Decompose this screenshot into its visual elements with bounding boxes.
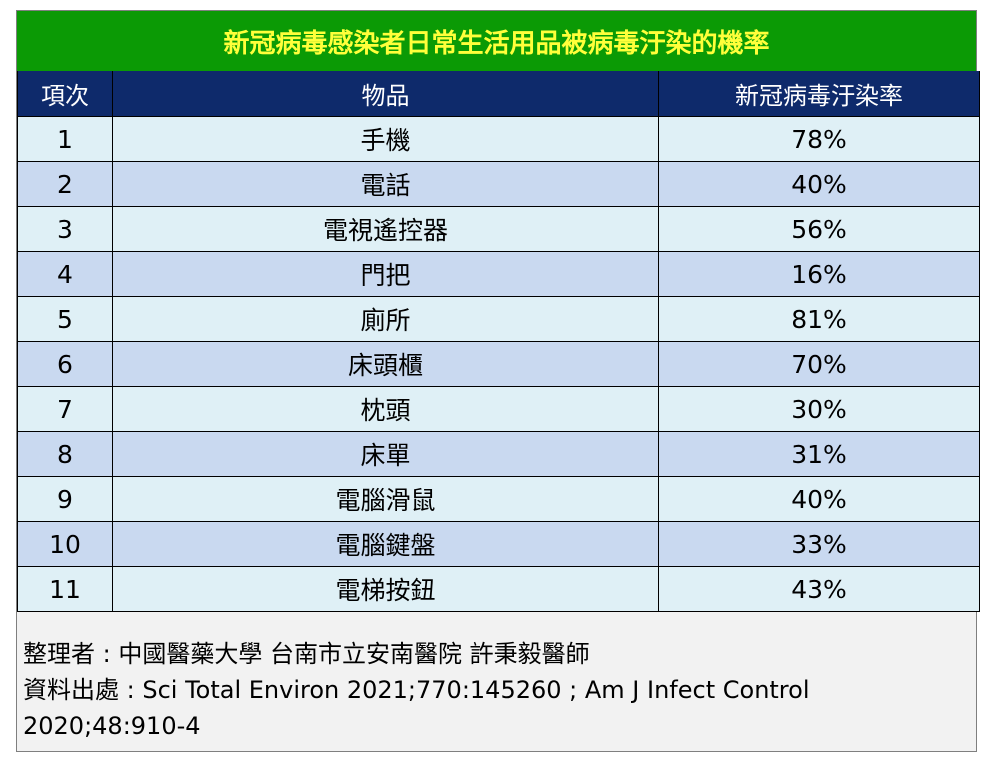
row-index: 2 bbox=[17, 161, 113, 207]
row-item: 電腦鍵盤 bbox=[112, 521, 659, 567]
row-rate: 30% bbox=[658, 386, 980, 432]
table-row: 7 枕頭 30% bbox=[17, 386, 980, 432]
table-row: 8 床單 31% bbox=[17, 431, 980, 477]
row-item: 廁所 bbox=[112, 296, 659, 342]
table-row: 6 床頭櫃 70% bbox=[17, 341, 980, 387]
row-rate: 56% bbox=[658, 206, 980, 252]
row-rate: 33% bbox=[658, 521, 980, 567]
row-item: 電話 bbox=[112, 161, 659, 207]
row-rate: 31% bbox=[658, 431, 980, 477]
row-item: 床單 bbox=[112, 431, 659, 477]
row-item: 床頭櫃 bbox=[112, 341, 659, 387]
row-index: 5 bbox=[17, 296, 113, 342]
table-row: 5 廁所 81% bbox=[17, 296, 980, 342]
row-item: 手機 bbox=[112, 116, 659, 162]
row-rate: 70% bbox=[658, 341, 980, 387]
table-row: 3 電視遙控器 56% bbox=[17, 206, 980, 252]
row-index: 4 bbox=[17, 251, 113, 297]
row-index: 8 bbox=[17, 431, 113, 477]
row-rate: 16% bbox=[658, 251, 980, 297]
source-citation: 資料出處 : Sci Total Environ 2021;770:145260… bbox=[23, 676, 810, 704]
header-index: 項次 bbox=[17, 71, 113, 117]
compiler-credit: 整理者 : 中國醫藥大學 台南市立安南醫院 許秉毅醫師 bbox=[23, 640, 590, 668]
source-citation-cont: 2020;48:910-4 bbox=[23, 712, 201, 740]
row-rate: 40% bbox=[658, 476, 980, 522]
row-index: 6 bbox=[17, 341, 113, 387]
row-item: 電腦滑鼠 bbox=[112, 476, 659, 522]
row-index: 1 bbox=[17, 116, 113, 162]
infographic-table: 新冠病毒感染者日常生活用品被病毒汙染的機率 項次 物品 新冠病毒汙染率 1 手機… bbox=[16, 10, 980, 752]
contamination-table: 項次 物品 新冠病毒汙染率 1 手機 78% 2 電話 40% 3 電視遙控器 … bbox=[17, 71, 980, 612]
table-row: 11 電梯按鈕 43% bbox=[17, 566, 980, 612]
header-rate: 新冠病毒汙染率 bbox=[658, 71, 980, 117]
table-row: 2 電話 40% bbox=[17, 161, 980, 207]
row-rate: 81% bbox=[658, 296, 980, 342]
table-row: 9 電腦滑鼠 40% bbox=[17, 476, 980, 522]
row-rate: 40% bbox=[658, 161, 980, 207]
row-item: 電梯按鈕 bbox=[112, 566, 659, 612]
row-index: 7 bbox=[17, 386, 113, 432]
table-row: 10 電腦鍵盤 33% bbox=[17, 521, 980, 567]
row-index: 11 bbox=[17, 566, 113, 612]
row-index: 10 bbox=[17, 521, 113, 567]
row-item: 電視遙控器 bbox=[112, 206, 659, 252]
table-row: 1 手機 78% bbox=[17, 116, 980, 162]
row-item: 枕頭 bbox=[112, 386, 659, 432]
row-index: 9 bbox=[17, 476, 113, 522]
source-notes: 整理者 : 中國醫藥大學 台南市立安南醫院 許秉毅醫師 資料出處 : Sci T… bbox=[23, 636, 963, 744]
table-row: 4 門把 16% bbox=[17, 251, 980, 297]
table-title: 新冠病毒感染者日常生活用品被病毒汙染的機率 bbox=[17, 11, 976, 71]
row-index: 3 bbox=[17, 206, 113, 252]
header-item: 物品 bbox=[112, 71, 659, 117]
row-item: 門把 bbox=[112, 251, 659, 297]
header-row: 項次 物品 新冠病毒汙染率 bbox=[17, 71, 980, 117]
row-rate: 43% bbox=[658, 566, 980, 612]
row-rate: 78% bbox=[658, 116, 980, 162]
